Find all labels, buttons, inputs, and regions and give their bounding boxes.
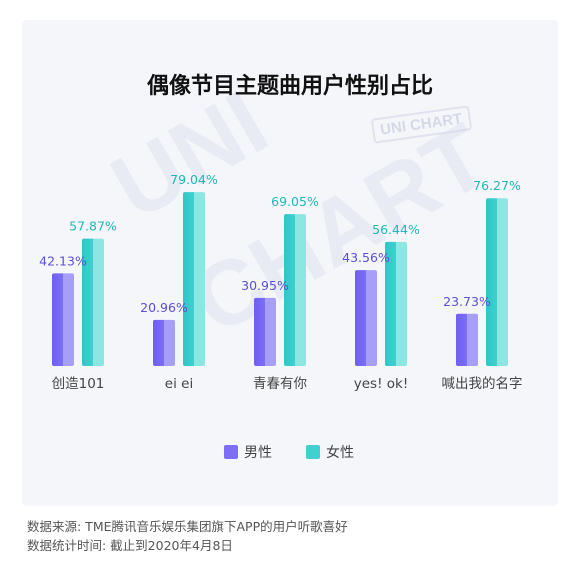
data-label-male-3: 43.56% (342, 250, 390, 265)
legend-female: 女性 (306, 442, 354, 462)
legend-male-swatch (224, 445, 238, 459)
data-label-male-1: 20.96% (140, 300, 188, 315)
chart-title: 偶像节目主题曲用户性别占比 (146, 74, 433, 99)
legend-female-label: 女性 (326, 445, 354, 461)
legend-male: 男性 (224, 442, 272, 462)
data-label-female-2: 69.05% (271, 194, 319, 209)
data-label-male-0: 42.13% (39, 253, 87, 268)
bar-male-4 (456, 313, 478, 366)
bar-female-2 (284, 214, 306, 366)
bar-female-1 (183, 192, 205, 366)
data-label-female-1: 79.04% (170, 172, 218, 187)
legend-male-label: 男性 (244, 445, 272, 461)
data-label-female-3: 56.44% (372, 222, 420, 237)
footnote-source: 数据来源: TME腾讯音乐娱乐集团旗下APP的用户听歌喜好 (27, 519, 348, 534)
data-label-female-4: 76.27% (473, 178, 521, 193)
category-label-1: ei ei (165, 376, 193, 392)
legend-female-swatch (306, 445, 320, 459)
category-label-0: 创造101 (52, 376, 105, 392)
data-label-male-2: 30.95% (241, 278, 289, 293)
footnote-period: 数据统计时间: 截止到2020年4月8日 (27, 538, 233, 553)
data-label-female-0: 57.87% (69, 219, 117, 234)
category-label-3: yes! ok! (354, 376, 409, 392)
bar-male-0 (52, 273, 74, 366)
bar-female-0 (82, 238, 104, 366)
category-label-2: 青春有你 (253, 376, 307, 392)
bar-male-3 (355, 270, 377, 366)
bar-male-2 (254, 297, 276, 366)
bar-female-4 (486, 198, 508, 366)
bar-female-3 (385, 241, 407, 366)
bar-male-1 (153, 319, 175, 366)
category-label-4: 喊出我的名字 (442, 376, 523, 392)
data-label-male-4: 23.73% (443, 294, 491, 309)
